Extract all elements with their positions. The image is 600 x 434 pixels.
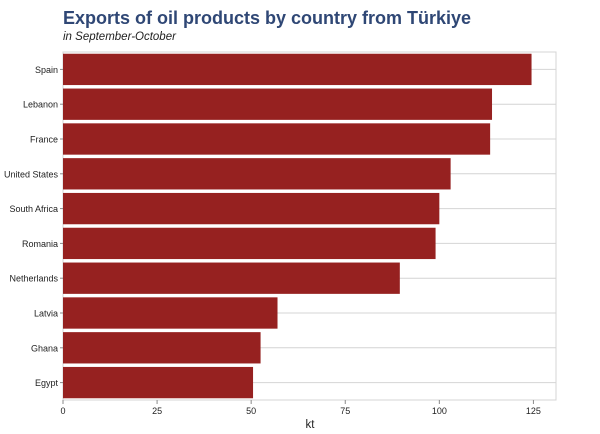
x-tick-label: 0: [60, 406, 65, 416]
bars: [63, 53, 532, 399]
category-label: Lebanon: [23, 100, 58, 110]
category-label: Netherlands: [9, 274, 58, 284]
category-label: Spain: [35, 65, 58, 75]
x-axis-label: kt: [306, 419, 316, 431]
bar-france: [63, 123, 491, 155]
category-label: Romania: [22, 239, 58, 249]
bar-romania: [63, 227, 436, 260]
axes: Spain Lebanon France United States South Afr…: [4, 65, 541, 416]
bar-south-africa: [63, 192, 440, 225]
x-tick-label: 75: [340, 406, 350, 416]
bar-netherlands: [63, 262, 400, 294]
plot-frame: [62, 51, 557, 401]
chart-subtitle: in September-October: [63, 31, 176, 43]
bar-united-states: [63, 158, 451, 190]
x-tick-label: 50: [246, 406, 256, 416]
bar-latvia: [63, 297, 278, 329]
category-label: France: [30, 135, 58, 145]
x-tick-label: 25: [152, 406, 162, 416]
category-label: Latvia: [34, 309, 58, 319]
bar-egypt: [63, 366, 254, 399]
category-label: United States: [4, 169, 59, 179]
chart-title: Exports of oil products by country from …: [63, 8, 472, 28]
category-label: Egypt: [35, 378, 59, 388]
bar-ghana: [63, 332, 261, 364]
category-label: Ghana: [31, 343, 58, 353]
category-label: South Africa: [9, 204, 58, 214]
bar-lebanon: [63, 88, 493, 120]
x-tick-label: 125: [526, 406, 541, 416]
bar-spain: [63, 53, 532, 86]
x-tick-label: 100: [432, 406, 447, 416]
